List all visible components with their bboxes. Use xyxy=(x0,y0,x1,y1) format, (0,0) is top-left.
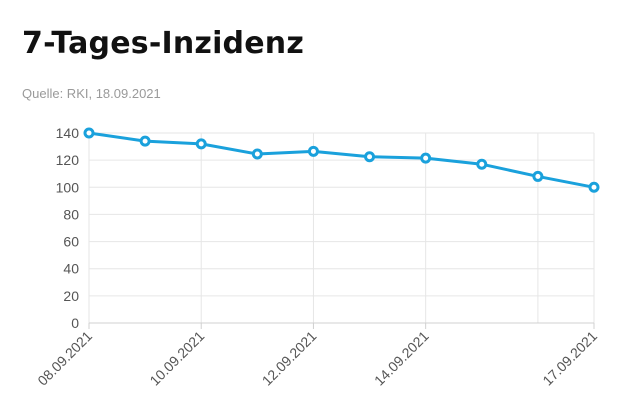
data-point xyxy=(307,145,319,157)
data-point xyxy=(364,151,376,163)
x-tick-label: 17.09.2021 xyxy=(539,328,600,389)
y-tick-label: 100 xyxy=(56,179,80,195)
y-tick-label: 0 xyxy=(71,315,79,331)
x-tick-label: 14.09.2021 xyxy=(371,328,432,389)
axis-layer xyxy=(88,322,595,329)
y-tick-label: 20 xyxy=(63,288,79,304)
chart-title: 7-Tages-Inzidenz xyxy=(22,26,304,61)
y-tick-label: 140 xyxy=(56,125,80,141)
x-tick-label: 12.09.2021 xyxy=(259,328,320,389)
source-note: Quelle: RKI, 18.09.2021 xyxy=(22,86,161,101)
data-point xyxy=(195,138,207,150)
y-tick-label: 60 xyxy=(63,234,79,250)
data-point xyxy=(588,181,600,193)
y-tick-label: 40 xyxy=(63,261,79,277)
x-tick-label: 10.09.2021 xyxy=(146,328,207,389)
data-point xyxy=(251,148,263,160)
data-point xyxy=(83,127,95,139)
label-layer: 0 20 40 60 80 100 120 140 08.09.2021 10.09.2021 12… xyxy=(34,125,600,389)
series-layer xyxy=(83,127,600,193)
data-point xyxy=(532,170,544,182)
series-line xyxy=(88,131,595,189)
data-point xyxy=(139,135,151,147)
x-tick-label: 08.09.2021 xyxy=(34,328,95,389)
data-point xyxy=(420,152,432,164)
grid-layer xyxy=(88,132,595,323)
data-point xyxy=(476,158,488,170)
y-tick-label: 120 xyxy=(56,152,80,168)
y-tick-label: 80 xyxy=(63,206,79,222)
